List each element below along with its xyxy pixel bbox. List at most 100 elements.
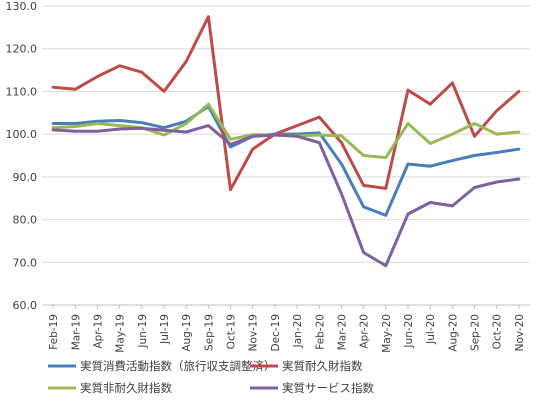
x-tick-label: Sep-19	[203, 314, 215, 351]
data-point	[428, 142, 432, 145]
x-tick-label: May-20	[381, 314, 393, 353]
x-tick-label: Dec-19	[270, 314, 282, 351]
x-tick-label: Apr-20	[359, 314, 371, 349]
y-tick-label: 130.0	[6, 0, 38, 13]
data-point	[362, 184, 365, 187]
data-point	[74, 125, 77, 128]
data-point	[451, 81, 454, 85]
data-point	[273, 133, 277, 137]
data-point	[51, 126, 55, 129]
data-point	[207, 15, 210, 18]
data-point	[362, 205, 365, 208]
data-point	[207, 124, 210, 127]
x-tick-label: Aug-20	[447, 314, 459, 352]
data-point	[451, 204, 454, 208]
gridlines	[42, 5, 530, 306]
data-point	[340, 192, 343, 196]
data-point	[96, 122, 99, 125]
data-point	[340, 162, 343, 166]
x-tick-label: Feb-19	[48, 314, 60, 350]
x-tick-label: Jun-20	[403, 314, 415, 349]
data-point	[251, 147, 254, 151]
data-point	[406, 122, 410, 125]
data-point	[362, 154, 365, 157]
data-point	[184, 122, 188, 125]
data-point	[428, 103, 432, 106]
data-point	[162, 133, 166, 137]
data-point	[96, 75, 99, 78]
data-point	[74, 129, 77, 133]
x-tick-label: May-19	[115, 314, 127, 353]
data-point	[495, 132, 498, 136]
data-point	[473, 135, 476, 138]
data-point	[118, 64, 121, 68]
y-tick-label: 110.0	[6, 85, 38, 98]
x-tick-label: Oct-20	[492, 314, 504, 349]
data-point	[118, 127, 121, 131]
data-point	[473, 154, 476, 157]
data-point	[495, 151, 498, 154]
data-point	[517, 90, 521, 93]
data-point	[318, 141, 321, 144]
data-point	[96, 120, 99, 123]
legend-label: 実質非耐久財指数	[80, 381, 172, 395]
data-point	[251, 135, 254, 138]
data-point	[428, 201, 432, 204]
data-point	[517, 130, 521, 134]
data-point	[362, 251, 365, 254]
series-line-2	[51, 15, 521, 192]
data-point	[451, 132, 454, 136]
data-point	[406, 88, 410, 92]
data-point	[340, 134, 343, 138]
legend-label: 実質消費活動指数（旅行収支調整済）	[80, 359, 276, 373]
data-point	[384, 214, 388, 217]
x-tick-label: Sep-20	[470, 314, 482, 351]
data-point	[118, 124, 121, 127]
data-point	[229, 143, 232, 146]
data-point	[229, 138, 232, 141]
data-point	[295, 124, 299, 127]
data-point	[140, 121, 144, 124]
data-point	[51, 128, 55, 132]
data-point	[184, 60, 188, 63]
x-tick-label: Jan-20	[292, 314, 304, 348]
x-tick-label: Aug-19	[181, 314, 193, 352]
legend-label: 実質耐久財指数	[282, 359, 363, 373]
y-tick-label: 90.0	[13, 171, 38, 184]
data-point	[318, 133, 321, 137]
data-point	[229, 188, 232, 191]
x-tick-label: Apr-19	[92, 314, 104, 349]
data-point	[406, 212, 410, 216]
data-point	[140, 71, 144, 74]
data-point	[96, 129, 99, 133]
x-tick-label: Jul-19	[159, 314, 171, 345]
y-tick-label: 80.0	[13, 214, 38, 227]
data-point	[473, 186, 476, 189]
data-point	[118, 119, 121, 122]
data-point	[517, 177, 521, 181]
data-point	[162, 129, 166, 132]
data-point	[340, 141, 343, 144]
x-tick-label: Jun-19	[137, 314, 149, 349]
data-point	[318, 131, 321, 135]
data-point	[406, 162, 410, 166]
legend-label: 実質サービス指数	[282, 381, 374, 395]
y-axis-ticks: 60.0 70.0 80.0 90.0 100.0 110.0 120.0 130.0	[6, 0, 38, 312]
data-point	[384, 264, 388, 267]
data-point	[384, 156, 388, 159]
data-point	[51, 85, 55, 89]
data-point	[51, 122, 55, 125]
data-point	[229, 145, 232, 149]
data-point	[318, 115, 321, 119]
data-point	[495, 180, 498, 184]
data-point	[74, 122, 77, 125]
x-tick-label: Jul-20	[425, 314, 437, 345]
data-point	[517, 147, 521, 151]
y-tick-label: 120.0	[6, 43, 38, 56]
y-tick-label: 60.0	[13, 299, 38, 312]
data-point	[495, 109, 498, 112]
data-point	[384, 187, 388, 190]
x-tick-label: Oct-19	[226, 314, 238, 349]
